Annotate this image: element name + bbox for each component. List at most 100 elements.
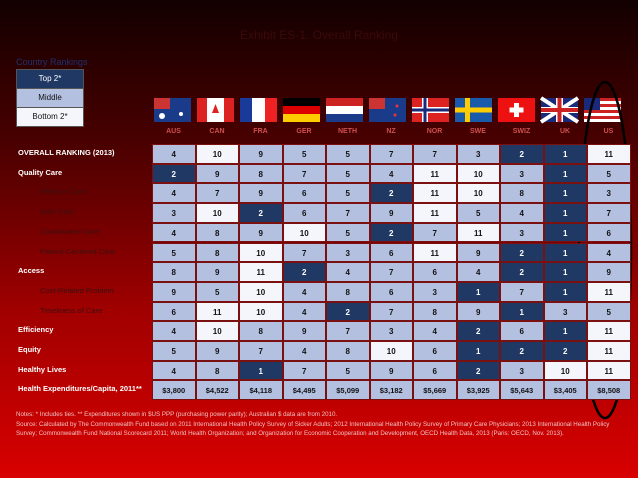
rank-cell: $8,508 bbox=[587, 380, 631, 401]
rank-cell: 11 bbox=[587, 360, 631, 381]
column-header: NZ bbox=[386, 128, 396, 135]
rank-cell: 1 bbox=[543, 203, 587, 223]
rank-cell: 9 bbox=[239, 222, 283, 243]
column-header: SWE bbox=[470, 128, 486, 135]
rank-cell: 6 bbox=[587, 222, 631, 243]
rank-cell: 6 bbox=[282, 183, 326, 204]
rank-cell: 1 bbox=[543, 281, 587, 302]
rank-cell: 8 bbox=[239, 321, 283, 341]
notes: Notes: * Includes ties. ** Expenditures … bbox=[16, 411, 338, 418]
rank-cell: 9 bbox=[239, 183, 283, 204]
column-header: FRA bbox=[253, 128, 268, 135]
rank-cell: 3 bbox=[500, 163, 544, 184]
rank-cell: 4 bbox=[326, 262, 370, 282]
rank-cell: 5 bbox=[456, 203, 500, 223]
rank-cell: 3 bbox=[500, 360, 544, 381]
rank-cell: 6 bbox=[282, 203, 326, 223]
rank-cell: 2 bbox=[152, 163, 196, 184]
rank-cell: 9 bbox=[456, 242, 500, 263]
rank-cell: 1 bbox=[456, 341, 500, 361]
legend-title: Country Rankings bbox=[16, 57, 88, 67]
rank-cell: 9 bbox=[369, 360, 413, 381]
rank-cell: 4 bbox=[152, 360, 196, 381]
rank-cell: $4,522 bbox=[195, 380, 239, 401]
rank-cell: 6 bbox=[152, 301, 196, 322]
rank-cell: 3 bbox=[326, 242, 370, 263]
rank-cell: 9 bbox=[369, 203, 413, 223]
rank-cell: 7 bbox=[587, 203, 631, 223]
column-header: NOR bbox=[426, 128, 443, 135]
rank-cell: 10 bbox=[195, 144, 239, 164]
rank-cell: 2 bbox=[456, 360, 500, 381]
rank-cell: 3 bbox=[369, 321, 413, 341]
rank-cell: 8 bbox=[195, 222, 239, 243]
rank-cell: 8 bbox=[195, 360, 239, 381]
rank-cell: 9 bbox=[152, 281, 196, 302]
sub-row-label: Timeliness of Care bbox=[40, 305, 103, 315]
rank-cell: $4,495 bbox=[282, 380, 326, 401]
column-header: SWIZ bbox=[512, 128, 531, 135]
sub-row-label: Patient-Centered Care bbox=[40, 246, 116, 256]
rank-cell: 7 bbox=[326, 321, 370, 341]
rank-cell: 7 bbox=[282, 163, 326, 184]
rank-cell: 7 bbox=[195, 183, 239, 204]
rank-cell: 9 bbox=[282, 321, 326, 341]
sub-row-label: Safe Care bbox=[40, 207, 74, 217]
rank-cell: 1 bbox=[500, 301, 544, 322]
rank-cell: 10 bbox=[195, 321, 239, 341]
rank-cell: 8 bbox=[500, 183, 544, 204]
rank-cell: 9 bbox=[195, 341, 239, 361]
rank-cell: 5 bbox=[152, 341, 196, 361]
rank-cell: 10 bbox=[195, 203, 239, 223]
rank-cell: 8 bbox=[326, 281, 370, 302]
rank-cell: 11 bbox=[195, 301, 239, 322]
rank-cell: 4 bbox=[152, 183, 196, 204]
rank-cell: 2 bbox=[456, 321, 500, 341]
rank-cell: 6 bbox=[369, 281, 413, 302]
rank-cell: 9 bbox=[587, 262, 631, 282]
rank-cell: 1 bbox=[543, 262, 587, 282]
column-header: AUS bbox=[166, 128, 181, 135]
column-header: CAN bbox=[209, 128, 225, 135]
rank-cell: 1 bbox=[543, 242, 587, 263]
rank-cell: 10 bbox=[239, 242, 283, 263]
rank-cell: 2 bbox=[500, 144, 544, 164]
rank-cell: 4 bbox=[152, 321, 196, 341]
rank-cell: 5 bbox=[195, 281, 239, 302]
rank-cell: 7 bbox=[369, 301, 413, 322]
rank-cell: 6 bbox=[413, 262, 457, 282]
rank-cell: 10 bbox=[543, 360, 587, 381]
rank-cell: $3,925 bbox=[456, 380, 500, 401]
slide-title: Exhibit ES-1. Overall Ranking bbox=[239, 28, 399, 42]
rank-cell: 2 bbox=[282, 262, 326, 282]
rank-cell: 11 bbox=[413, 183, 457, 204]
rank-cell: 5 bbox=[326, 222, 370, 243]
rank-cell: 5 bbox=[326, 144, 370, 164]
sub-row-label: Cost-Related Problem bbox=[40, 285, 114, 295]
rank-cell: 1 bbox=[543, 183, 587, 204]
rank-cell: 5 bbox=[587, 301, 631, 322]
rank-cell: 4 bbox=[500, 203, 544, 223]
rank-cell: 11 bbox=[239, 262, 283, 282]
rank-cell: 8 bbox=[326, 341, 370, 361]
rank-cell: 10 bbox=[282, 222, 326, 243]
rank-cell: 7 bbox=[369, 144, 413, 164]
rank-cell: 7 bbox=[239, 341, 283, 361]
rank-cell: 9 bbox=[195, 163, 239, 184]
rank-cell: $3,800 bbox=[152, 380, 196, 401]
rank-cell: 3 bbox=[413, 281, 457, 302]
column-header: UK bbox=[559, 128, 571, 135]
rank-cell: 5 bbox=[587, 163, 631, 184]
row-label: OVERALL RANKING (2013) bbox=[18, 148, 115, 157]
rank-cell: 1 bbox=[543, 144, 587, 164]
rank-cell: 1 bbox=[239, 360, 283, 381]
rank-cell: 10 bbox=[239, 301, 283, 322]
rank-cell: 7 bbox=[282, 242, 326, 263]
rank-cell: 3 bbox=[152, 203, 196, 223]
rank-cell: 2 bbox=[543, 341, 587, 361]
row-label: Equity bbox=[18, 345, 41, 354]
rank-cell: 2 bbox=[500, 242, 544, 263]
rank-cell: $5,643 bbox=[500, 380, 544, 401]
